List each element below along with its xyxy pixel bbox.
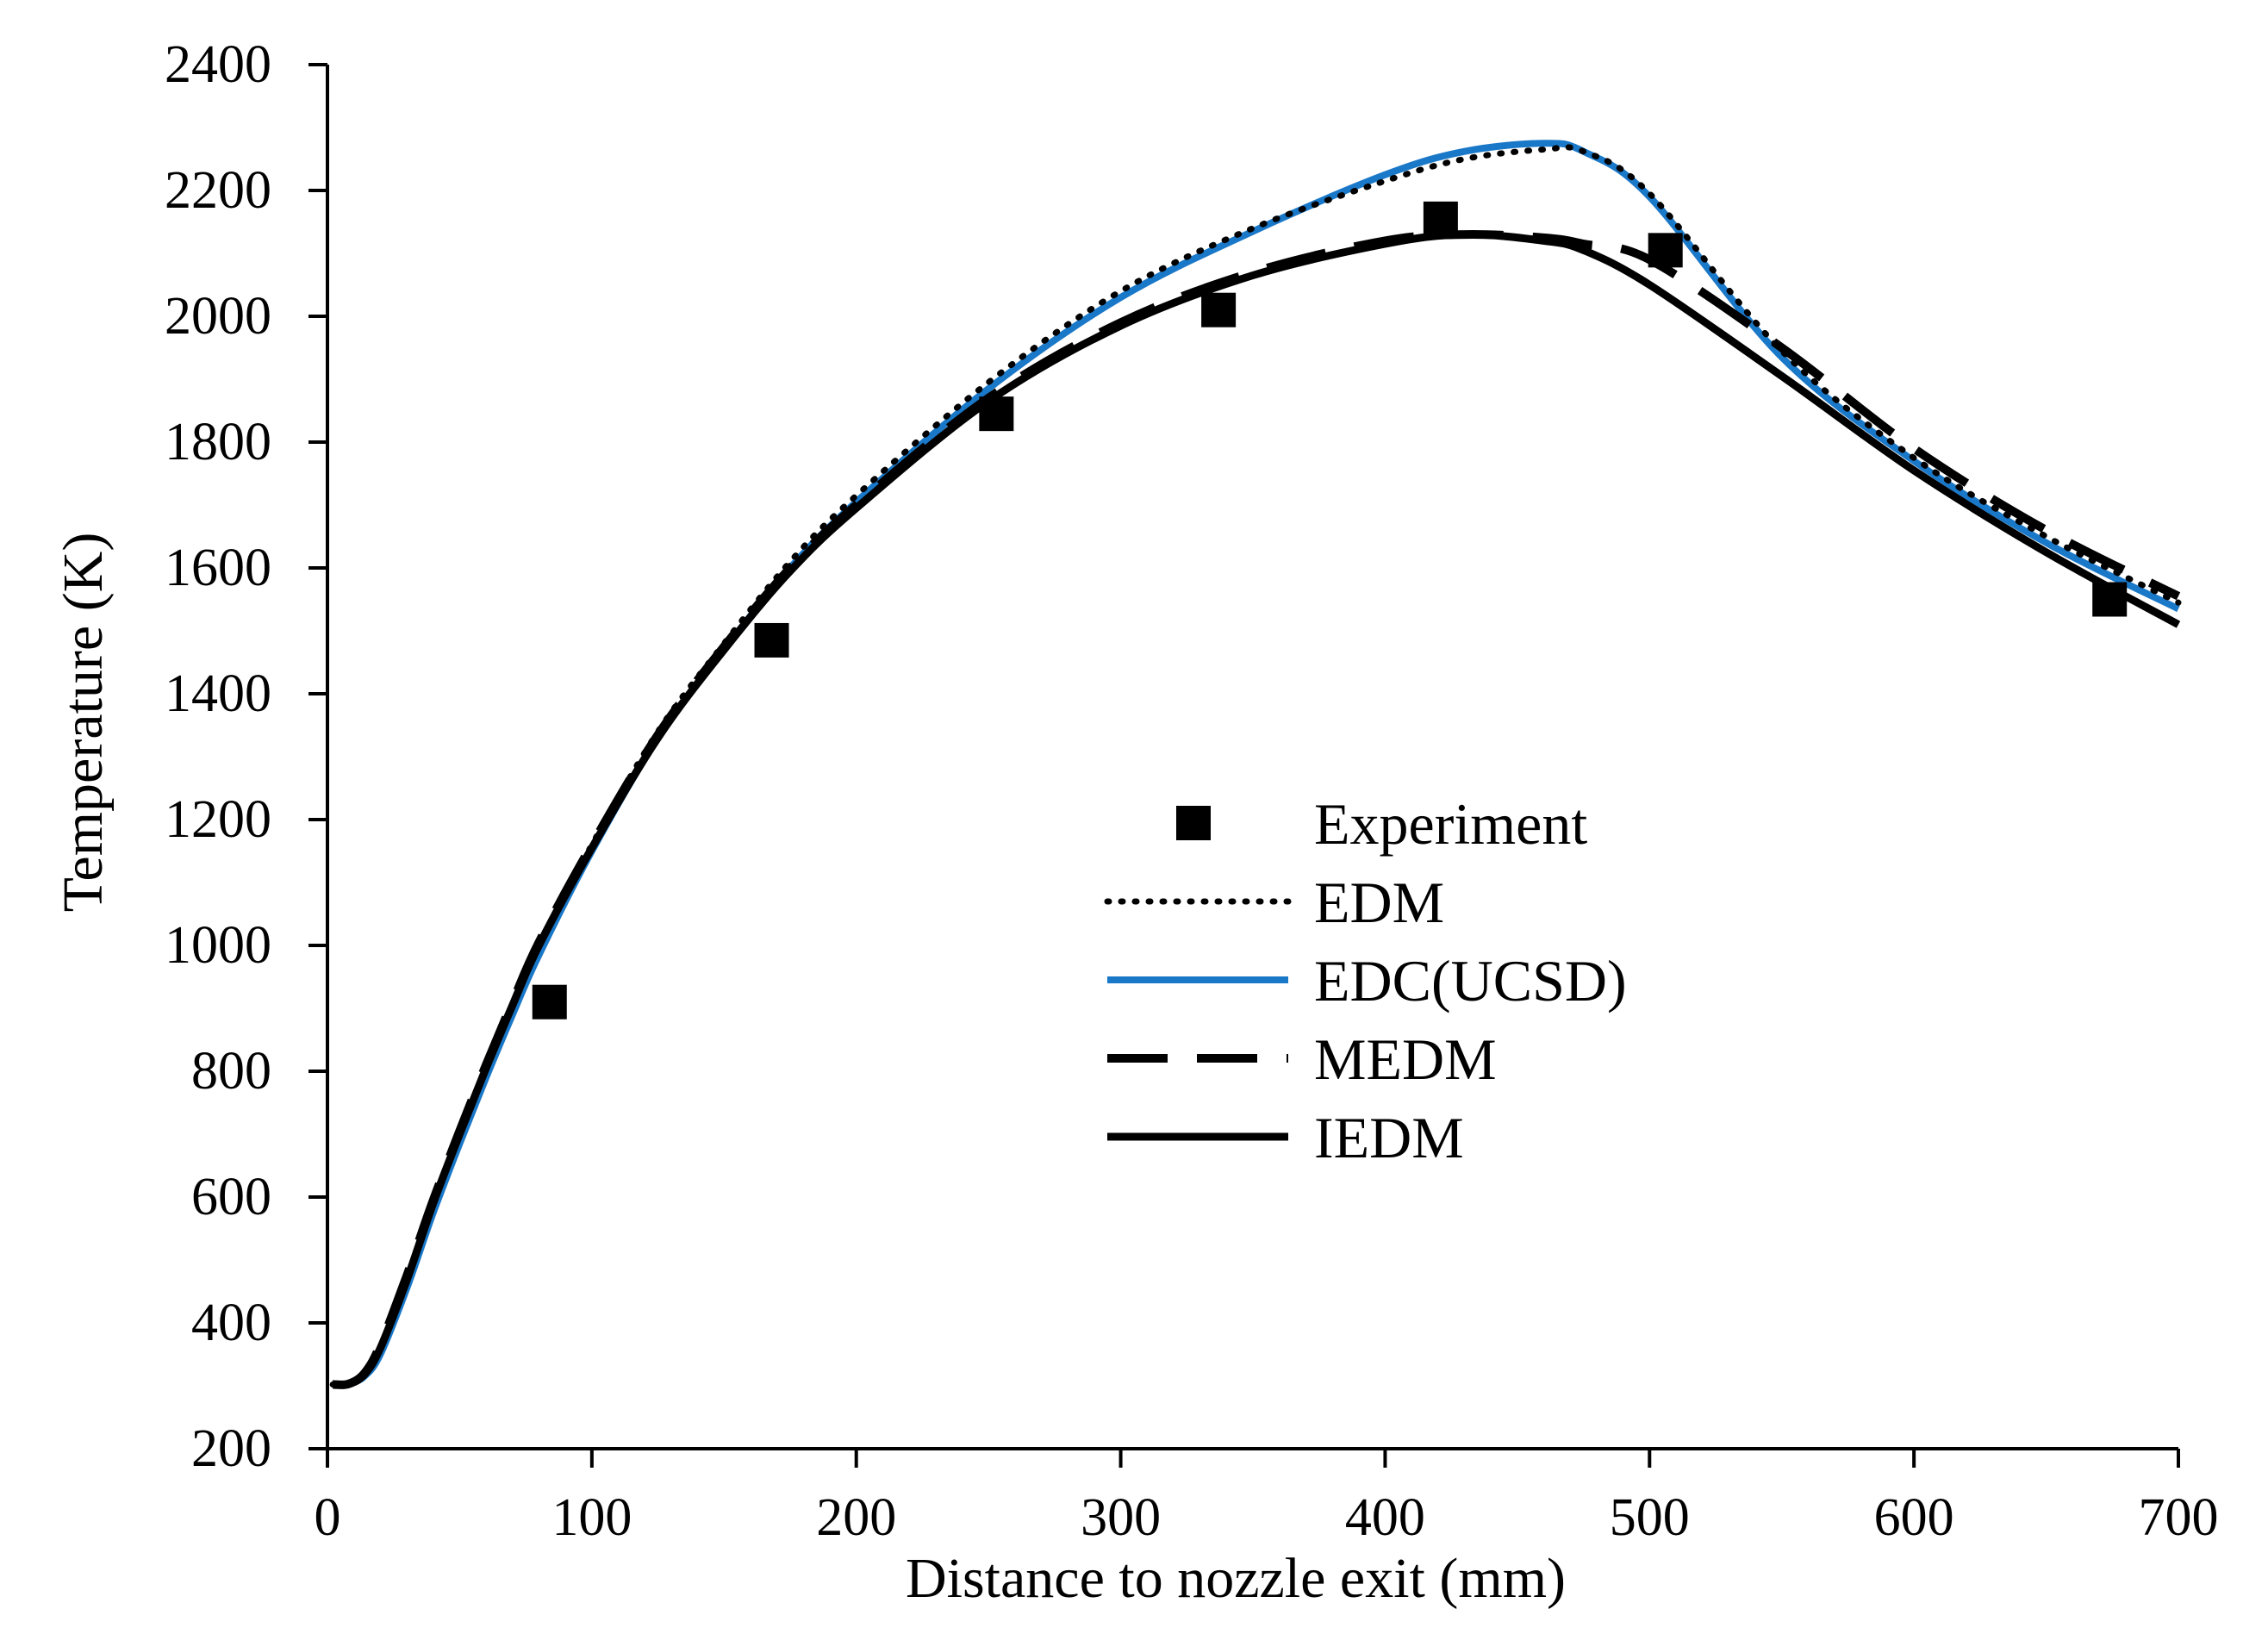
x-tick-label: 0 [315, 1488, 341, 1547]
experiment-point [2092, 582, 2128, 617]
y-tick-label: 2200 [165, 161, 271, 220]
y-ticks: 200 400 600 800 1000 1200 1400 1600 1800 2000 2200… [165, 35, 327, 1478]
legend-label-iedm: IEDM [1314, 1105, 1464, 1170]
series-line-edm [329, 144, 2182, 1388]
y-tick-label: 2000 [165, 287, 271, 346]
y-tick-label: 400 [191, 1294, 271, 1352]
experiment-point [754, 622, 789, 658]
experiment-point [532, 984, 567, 1020]
legend-label-experiment: Experiment [1314, 791, 1587, 857]
y-tick-label: 800 [191, 1042, 271, 1101]
axes: 2004006008001000120014001600180020002200… [165, 35, 2219, 1547]
y-tick-label: 1400 [165, 664, 271, 723]
y-tick-label: 600 [191, 1168, 271, 1226]
x-tick-label: 200 [816, 1488, 896, 1547]
series-line-iedm [332, 230, 2181, 1389]
markers-layer [532, 201, 2128, 1020]
x-tick-label: 300 [1081, 1488, 1161, 1547]
y-tick-label: 1600 [165, 539, 271, 597]
x-tick-label: 500 [1610, 1488, 1690, 1547]
legend: Experiment EDM EDC(UCSD) MEDM IEDM [1104, 791, 1627, 1170]
series-layer [329, 140, 2182, 1389]
legend-label-edm: EDM [1314, 870, 1444, 935]
x-tick-label: 700 [2139, 1488, 2219, 1547]
experiment-point [979, 396, 1014, 432]
legend-label-medm: MEDM [1314, 1026, 1497, 1092]
x-tick-label: 400 [1345, 1488, 1425, 1547]
x-tick-label: 100 [551, 1488, 632, 1547]
x-axis-title: Distance to nozzle exit (mm) [906, 1547, 1566, 1610]
x-tick-label: 600 [1874, 1488, 1954, 1547]
experiment-point [1201, 292, 1237, 327]
series-line-edc-ucsd [332, 140, 2180, 1388]
y-tick-label: 1800 [165, 413, 271, 471]
x-ticks: 0 100 200 300 400 500 600 700 [315, 1449, 2219, 1547]
y-tick-label: 1000 [165, 916, 271, 975]
y-tick-label: 200 [191, 1419, 271, 1478]
y-tick-label: 2400 [165, 35, 271, 94]
legend-swatch-experiment [1176, 806, 1211, 840]
y-axis-title: Temperature (K) [52, 533, 115, 913]
experiment-point [1648, 233, 1683, 268]
y-tick-label: 1200 [165, 790, 271, 849]
legend-label-edc-ucsd: EDC(UCSD) [1314, 948, 1627, 1013]
experiment-point [1423, 201, 1458, 236]
